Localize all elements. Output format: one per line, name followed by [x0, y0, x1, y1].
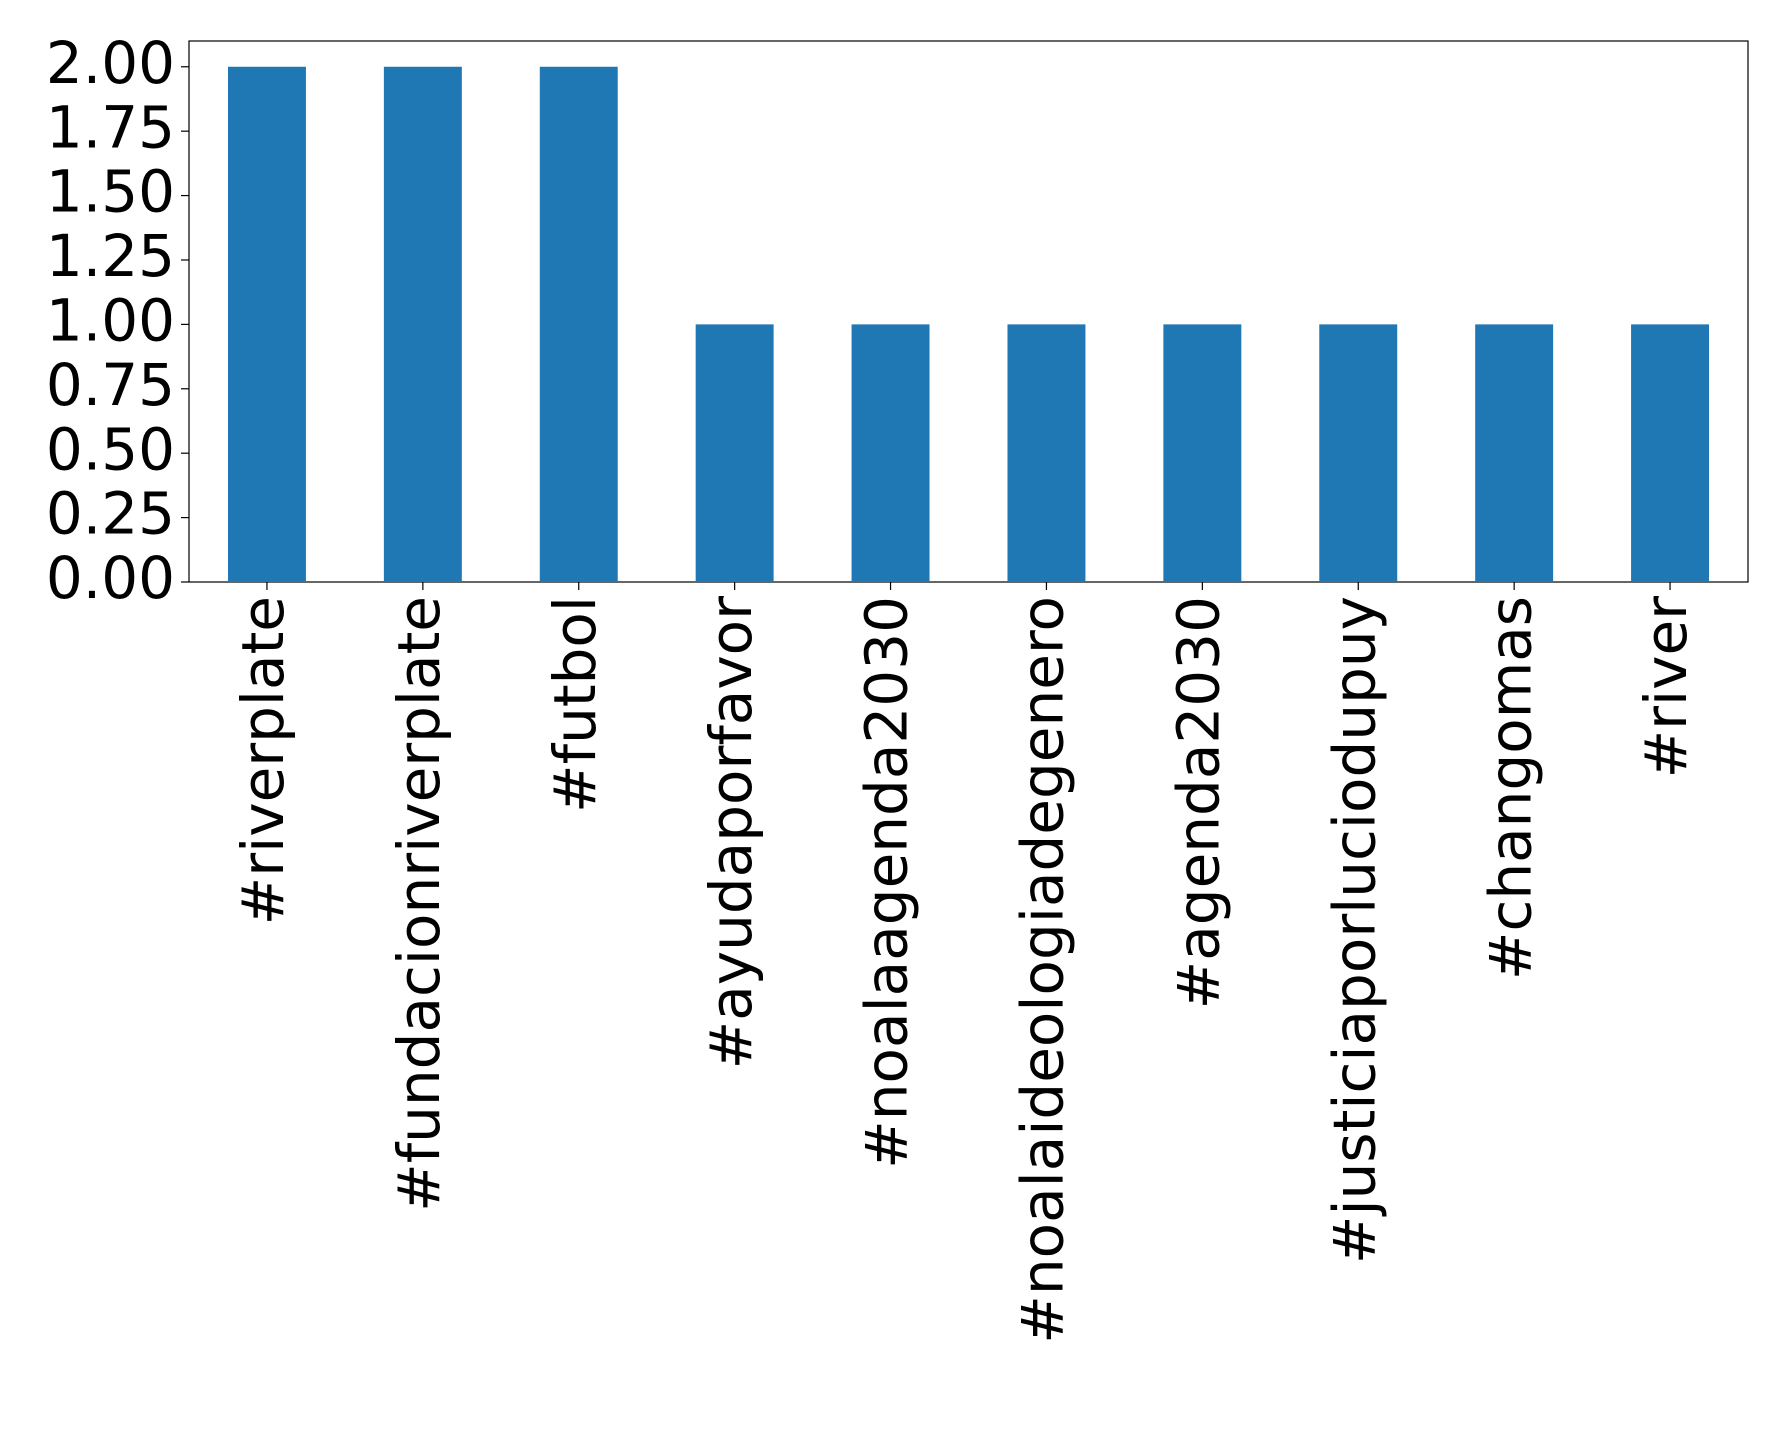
y-tick-label: 1.25 — [46, 222, 175, 290]
x-tick-label: #noalaideologiadegenero — [1009, 596, 1077, 1344]
y-tick-label: 1.50 — [46, 158, 175, 226]
bar — [1007, 324, 1086, 582]
y-tick-label: 2.00 — [46, 29, 175, 97]
y-tick-label: 1.00 — [46, 286, 175, 354]
bar — [1475, 324, 1554, 582]
x-tick-label: #futbol — [541, 596, 609, 813]
x-tick-label: #ayudaporfavor — [697, 596, 765, 1070]
x-tick-label: #changomas — [1476, 596, 1544, 980]
y-tick-label: 0.25 — [46, 480, 175, 548]
plot-frame — [188, 40, 1749, 583]
x-tick-label: #justiciaporluciodupuy — [1320, 596, 1388, 1264]
x-tick-label: #agenda2030 — [1164, 596, 1232, 1009]
bar — [227, 66, 306, 582]
y-tick-label: 0.00 — [46, 544, 175, 612]
x-tick-label: #noalaagenda2030 — [853, 596, 921, 1169]
bar — [383, 66, 462, 582]
y-tick-label: 1.75 — [46, 93, 175, 161]
x-tick-label: #river — [1632, 596, 1700, 779]
y-tick-label: 0.50 — [46, 415, 175, 483]
x-tick-label: #riverplate — [229, 596, 297, 925]
bar — [695, 324, 774, 582]
bar — [1319, 324, 1398, 582]
x-tick-label: #fundacionriverplate — [385, 596, 453, 1212]
bar — [1163, 324, 1242, 582]
bar — [539, 66, 618, 582]
y-tick-label: 0.75 — [46, 351, 175, 419]
bar — [1631, 324, 1710, 582]
bar — [851, 324, 930, 582]
